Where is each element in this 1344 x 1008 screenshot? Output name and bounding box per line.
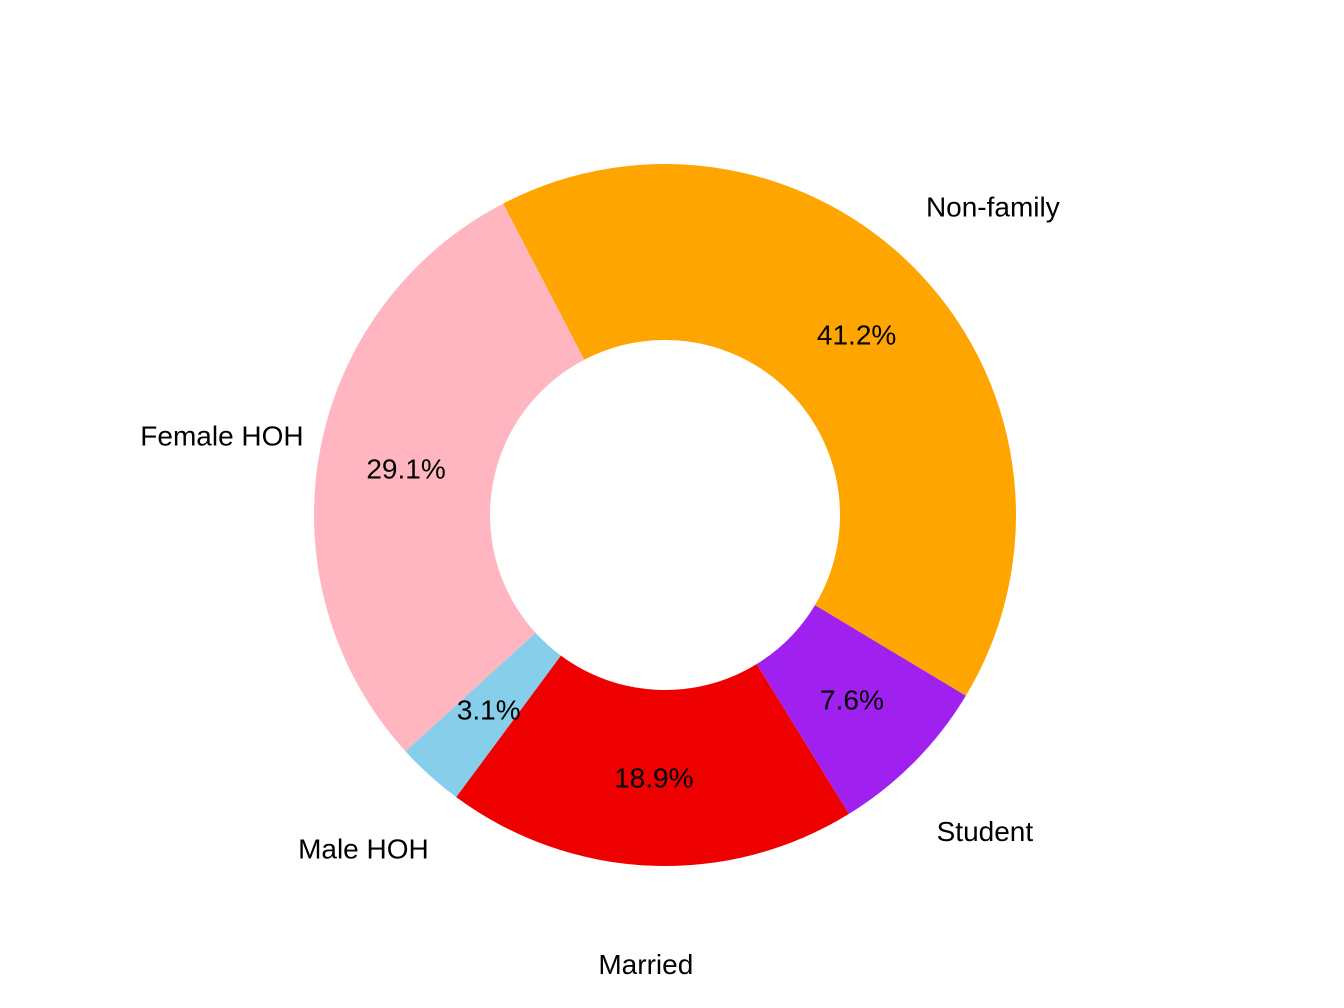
name-label-non-family: Non-family <box>926 191 1060 222</box>
slice-non-family <box>503 163 1017 696</box>
slice-student <box>756 605 966 814</box>
pct-label-male-hoh: 3.1% <box>457 695 521 726</box>
slices-group <box>313 163 1017 866</box>
slice-male-hoh <box>405 632 561 798</box>
name-label-female-hoh: Female HOH <box>140 421 303 452</box>
pct-label-female-hoh: 29.1% <box>366 453 445 484</box>
slice-married <box>456 655 849 866</box>
slice-female-hoh <box>313 203 585 752</box>
pct-label-married: 18.9% <box>614 762 693 793</box>
name-label-male-hoh: Male HOH <box>298 833 429 864</box>
pct-label-student: 7.6% <box>820 684 884 715</box>
pct-label-non-family: 41.2% <box>817 319 896 350</box>
name-label-student: Student <box>937 816 1034 847</box>
labels-group: 41.2% Non-family 29.1% Female HOH 3.1% Male H… <box>140 191 1059 980</box>
name-label-married: Married <box>598 949 693 980</box>
